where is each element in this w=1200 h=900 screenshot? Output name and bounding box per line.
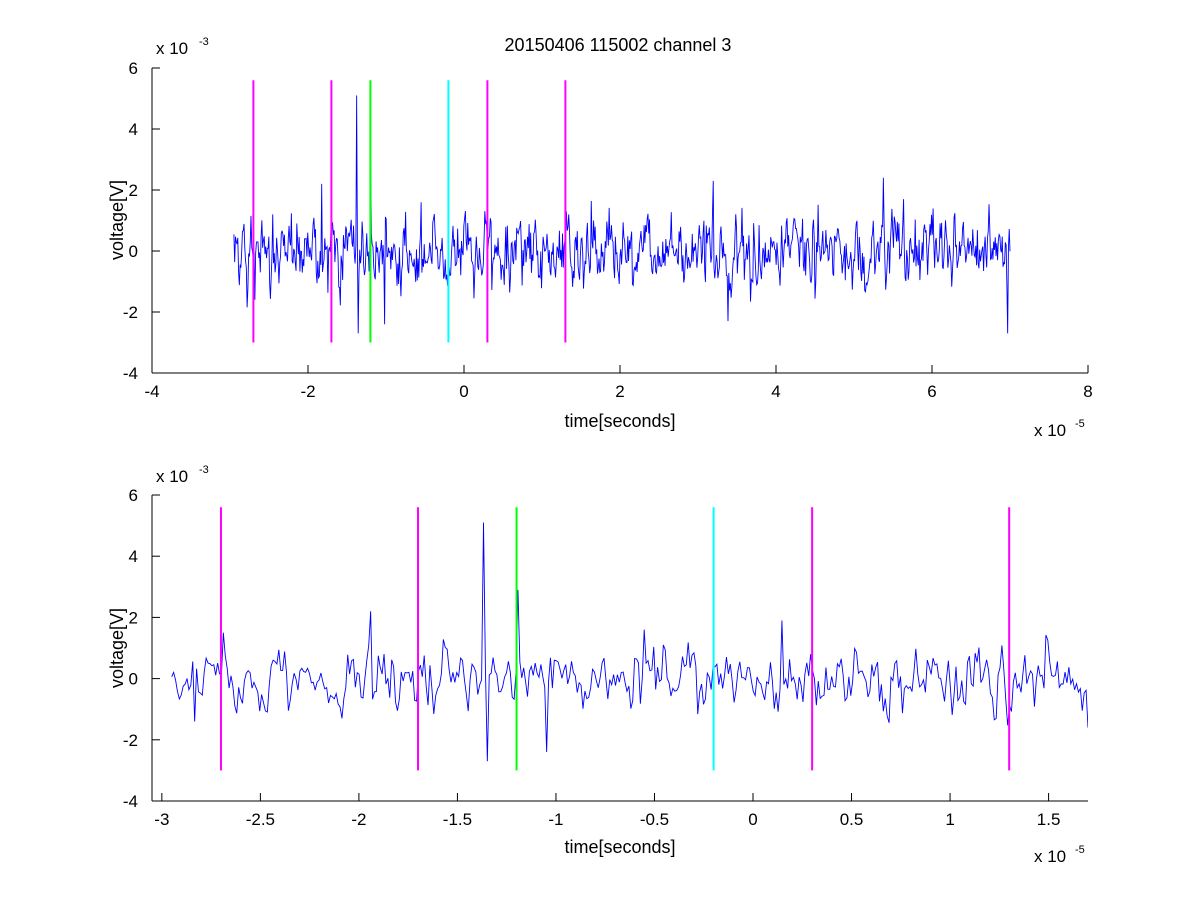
y-tick-label: 2 bbox=[129, 181, 138, 200]
x-tick-label: -3 bbox=[154, 810, 169, 829]
y-scale-exponent: x 10 -3 bbox=[156, 464, 209, 486]
x-scale-text: x 10 bbox=[1034, 421, 1066, 440]
y-scale-text: x 10 bbox=[156, 467, 188, 486]
y-tick-label: -4 bbox=[123, 364, 138, 383]
y-tick-label: -4 bbox=[123, 792, 138, 811]
plot-title: 20150406 115002 channel 3 bbox=[505, 35, 732, 55]
x-tick-label: 8 bbox=[1083, 382, 1092, 401]
x-tick-label: -4 bbox=[144, 382, 159, 401]
x-scale-text: x 10 bbox=[1034, 847, 1066, 866]
x-tick-label: 0 bbox=[459, 382, 468, 401]
x-tick-label: -1.5 bbox=[443, 810, 472, 829]
y-scale-exp: -3 bbox=[199, 464, 209, 476]
x-axis-label: time[seconds] bbox=[564, 837, 675, 857]
x-tick-label: 0.5 bbox=[840, 810, 864, 829]
y-tick-label: -2 bbox=[123, 303, 138, 322]
x-scale-exponent: x 10 -5 bbox=[1034, 418, 1085, 440]
signal-line bbox=[171, 522, 1088, 762]
y-tick-label: 6 bbox=[129, 486, 138, 505]
top-plot: 20150406 115002 channel 3 x 10 -3 x 10 -… bbox=[107, 35, 1093, 440]
x-scale-exponent: x 10 -5 bbox=[1034, 844, 1085, 866]
y-axis-label: voltage[V] bbox=[107, 608, 127, 688]
x-tick-label: -2 bbox=[351, 810, 366, 829]
y-tick-label: -2 bbox=[123, 731, 138, 750]
x-scale-exp: -5 bbox=[1075, 844, 1085, 856]
x-tick-label: -0.5 bbox=[640, 810, 669, 829]
bottom-plot: x 10 -3 x 10 -5 time[seconds] voltage[V]… bbox=[107, 464, 1088, 866]
x-tick-label: -2 bbox=[300, 382, 315, 401]
x-tick-label: 0 bbox=[748, 810, 757, 829]
x-scale-exp: -5 bbox=[1075, 418, 1085, 430]
y-tick-label: 4 bbox=[129, 547, 138, 566]
x-tick-label: -2.5 bbox=[246, 810, 275, 829]
x-tick-label: 2 bbox=[615, 382, 624, 401]
y-scale-exp: -3 bbox=[199, 36, 209, 48]
y-scale-exponent: x 10 -3 bbox=[156, 36, 209, 58]
x-tick-label: 4 bbox=[771, 382, 780, 401]
y-tick-label: 6 bbox=[129, 59, 138, 78]
x-tick-label: -1 bbox=[548, 810, 563, 829]
y-tick-label: 4 bbox=[129, 120, 138, 139]
x-tick-label: 1.5 bbox=[1037, 810, 1061, 829]
y-tick-label: 0 bbox=[129, 670, 138, 689]
signal-line bbox=[233, 95, 1011, 334]
x-tick-label: 1 bbox=[945, 810, 954, 829]
y-scale-text: x 10 bbox=[156, 39, 188, 58]
x-tick-label: 6 bbox=[927, 382, 936, 401]
y-tick-label: 2 bbox=[129, 608, 138, 627]
y-axis-label: voltage[V] bbox=[107, 180, 127, 260]
x-axis-label: time[seconds] bbox=[564, 411, 675, 431]
y-tick-label: 0 bbox=[129, 242, 138, 261]
